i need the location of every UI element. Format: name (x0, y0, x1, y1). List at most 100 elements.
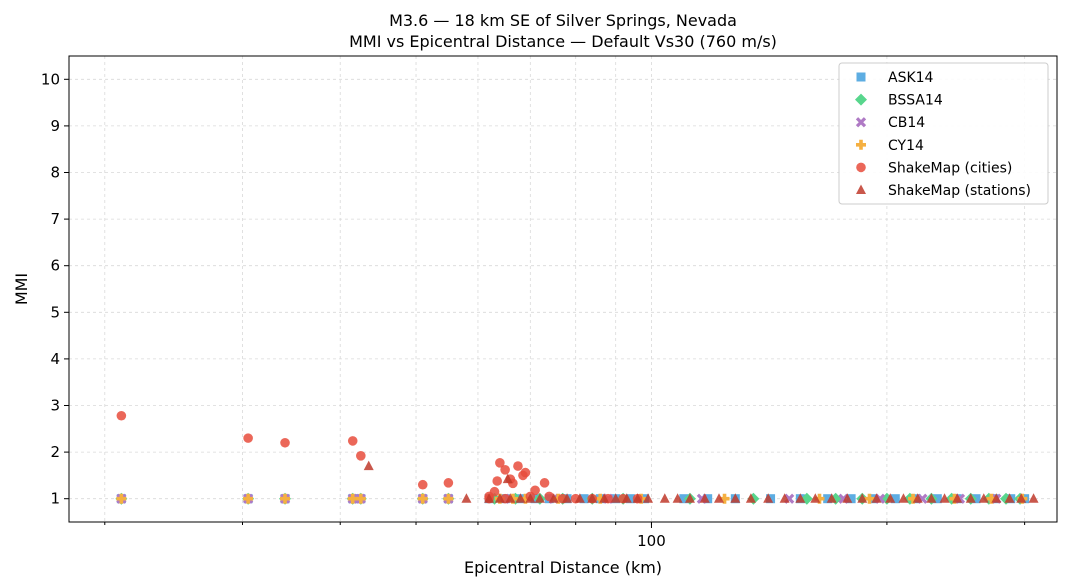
data-point (795, 493, 806, 503)
legend-label: ShakeMap (cities) (888, 160, 1012, 176)
y-tick-label: 2 (50, 443, 60, 461)
data-point (730, 493, 741, 503)
legend-item-ask14[interactable]: ASK14 (856, 70, 934, 86)
data-point (1016, 493, 1027, 503)
legend-label: BSSA14 (888, 93, 943, 109)
y-axis-label: MMI (12, 273, 31, 305)
data-point (484, 493, 495, 503)
legend-label: ShakeMap (stations) (888, 183, 1031, 199)
data-point (562, 493, 573, 503)
legend-marker (855, 93, 867, 106)
data-point (579, 494, 589, 504)
data-point (534, 493, 545, 503)
data-point (495, 458, 505, 468)
data-point (625, 494, 635, 504)
data-point (714, 493, 725, 503)
data-point (898, 493, 909, 503)
legend-marker (856, 162, 866, 173)
data-point (492, 476, 503, 486)
data-point (520, 467, 531, 478)
data-point (885, 493, 896, 503)
data-point (417, 493, 428, 504)
legend-frame (838, 62, 1049, 205)
data-point (643, 493, 654, 503)
legend-item-cb14[interactable]: CB14 (855, 115, 925, 131)
data-point (280, 493, 291, 504)
y-tick-label: 5 (50, 303, 60, 321)
data-point (1004, 493, 1015, 503)
data-points (115, 410, 1039, 505)
legend-label: CB14 (888, 115, 925, 131)
legend-marker (855, 117, 867, 128)
data-point (443, 493, 454, 504)
data-point (926, 493, 937, 503)
data-point (699, 493, 710, 503)
data-point (952, 493, 963, 503)
data-point (672, 493, 683, 503)
data-point (632, 493, 643, 503)
y-tick-label: 6 (50, 257, 60, 275)
data-point (864, 493, 875, 504)
legend-item-shakemap-stations[interactable]: ShakeMap (stations) (856, 183, 1031, 199)
data-point (505, 493, 516, 503)
y-tick-label: 8 (50, 164, 60, 182)
data-point (912, 493, 923, 503)
data-point (810, 493, 821, 503)
data-point (846, 494, 856, 504)
data-point (494, 493, 505, 503)
chart-subtitle: MMI vs Epicentral Distance — Default Vs3… (349, 32, 777, 51)
data-point (116, 410, 127, 421)
data-point (621, 493, 632, 503)
data-point (363, 460, 374, 471)
data-point (355, 493, 366, 504)
data-point (243, 433, 253, 443)
legend-label: ASK14 (888, 70, 934, 86)
legend-item-bssa14[interactable]: BSSA14 (855, 93, 943, 109)
legend-label: CY14 (888, 138, 924, 154)
y-tick-label: 7 (50, 210, 60, 228)
data-point (513, 461, 523, 471)
data-point (500, 465, 510, 475)
axis-ticks: 1 2 3 4 5 6 7 8 9 10 100 (41, 70, 1026, 550)
series-shakemap-cities (116, 410, 643, 504)
data-point (890, 494, 900, 504)
data-point (978, 493, 989, 503)
data-point (243, 493, 254, 504)
chart-title: M3.6 — 18 km SE of Silver Springs, Nevad… (389, 11, 737, 30)
data-point (939, 493, 950, 503)
data-point (599, 493, 610, 503)
data-point (515, 493, 526, 503)
series-shakemap-stations (363, 460, 1039, 503)
legend-marker (856, 72, 866, 82)
y-tick-label: 3 (50, 397, 60, 415)
data-point (965, 493, 976, 503)
y-tick-label: 9 (50, 117, 60, 135)
legend-item-cy14[interactable]: CY14 (856, 138, 924, 154)
data-point (116, 493, 127, 504)
y-tick-label: 4 (50, 350, 60, 368)
data-point (417, 479, 428, 490)
data-point (763, 493, 774, 503)
y-tick-label: 1 (50, 490, 60, 508)
data-point (779, 493, 790, 503)
data-point (443, 478, 454, 488)
x-axis-label: Epicentral Distance (km) (464, 558, 662, 577)
data-point (574, 493, 585, 503)
data-point (1028, 493, 1039, 503)
plot-frame (68, 55, 1058, 523)
data-point (525, 493, 536, 503)
legend[interactable]: ASK14 BSSA14 CB14 CY14 ShakeMap (cities) Shak… (838, 62, 1049, 205)
data-point (539, 478, 550, 488)
data-point (842, 493, 853, 503)
data-point (679, 494, 689, 504)
data-point (826, 493, 837, 503)
data-point (502, 473, 513, 484)
legend-marker (856, 139, 866, 150)
data-point (356, 451, 366, 461)
data-point (280, 437, 290, 448)
legend-item-shakemap-cities[interactable]: ShakeMap (cities) (856, 160, 1012, 176)
data-point (548, 493, 559, 503)
y-tick-label: 10 (41, 70, 60, 88)
data-point (684, 493, 695, 503)
data-point (823, 494, 833, 504)
